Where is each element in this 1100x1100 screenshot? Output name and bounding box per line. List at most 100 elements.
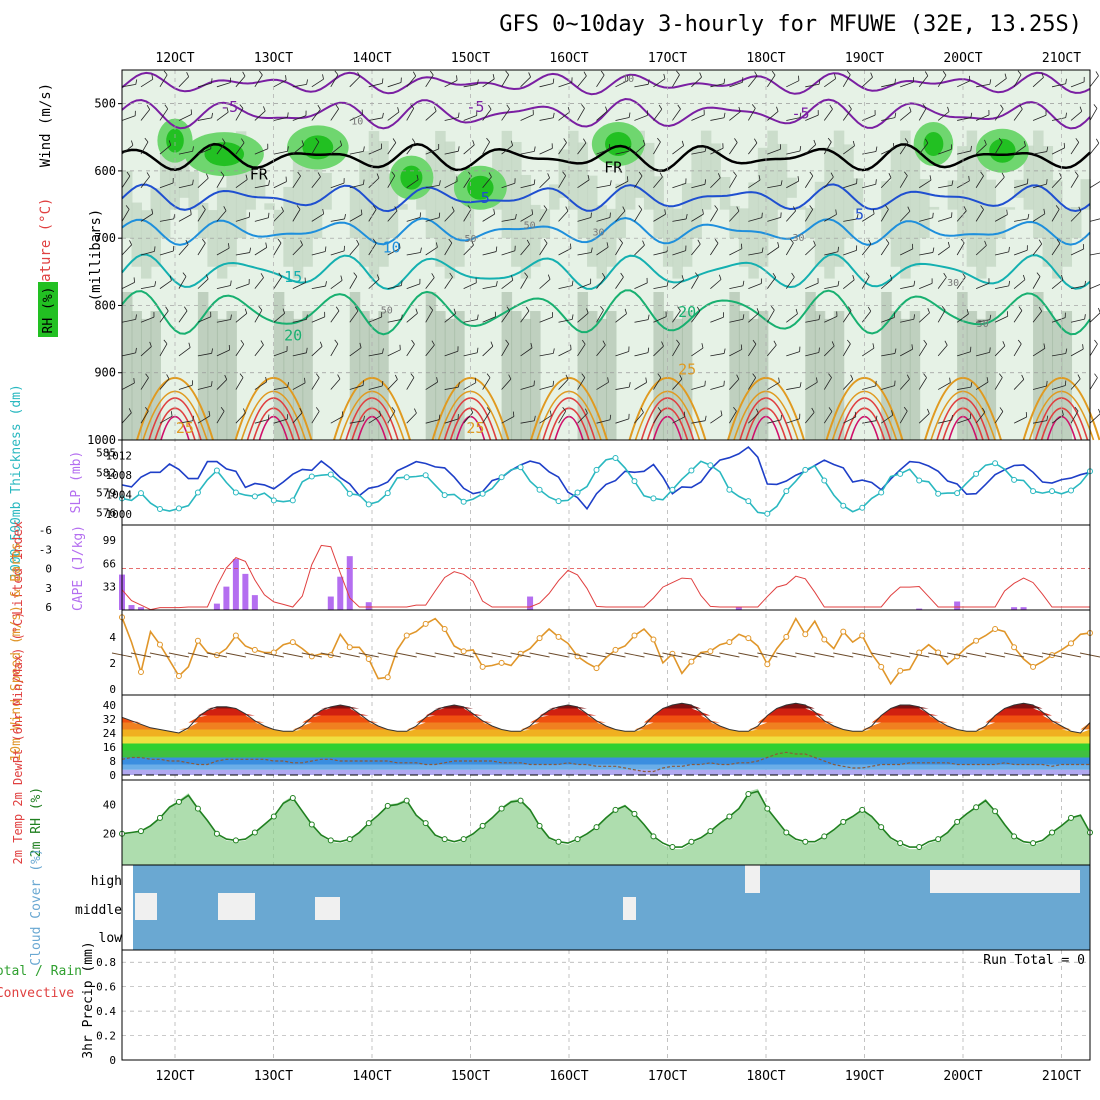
wind-barb: [729, 349, 742, 357]
wind-barb-flag: [268, 212, 270, 218]
wind-barb: [520, 76, 531, 88]
thickness-marker: [669, 486, 676, 493]
wind-barb: [330, 108, 339, 121]
wind-barb: [957, 150, 971, 155]
wind10m-barb: [358, 652, 379, 658]
wind-barb-flag: [929, 175, 932, 181]
rh-band-dark: [302, 311, 313, 440]
rh-band-dark: [444, 318, 456, 440]
wind-barb: [1051, 243, 1061, 256]
wind10m-speed-marker: [764, 661, 771, 668]
wind-barb: [634, 83, 649, 88]
wind-barb: [577, 283, 591, 290]
wind-barb-flag: [1036, 272, 1041, 277]
wind-barb-flag: [1065, 348, 1068, 354]
wind-barb-flag: [381, 380, 384, 387]
wind-barb: [634, 282, 648, 290]
rh2m-marker: [783, 829, 790, 836]
wind-barb: [216, 285, 231, 290]
temp2m-band: [122, 764, 1090, 770]
wind-barb-flag: [754, 71, 758, 77]
wind-barb: [330, 280, 343, 289]
wind-barb-flag: [837, 246, 839, 252]
thickness-marker: [441, 492, 448, 499]
wind-barb: [956, 80, 970, 88]
rh2m-marker: [270, 813, 277, 820]
rh2m-marker: [992, 808, 999, 815]
wind-barb: [710, 177, 721, 189]
rh-band-dark: [226, 311, 237, 440]
wind-barb-flag: [165, 306, 169, 312]
contour-label: -5: [220, 98, 238, 116]
wind-barb: [577, 75, 587, 88]
thickness-marker: [156, 506, 163, 513]
rh-band-dark: [662, 311, 674, 440]
wind-barb-flag: [205, 274, 209, 280]
rh-band-dark: [216, 318, 228, 440]
rh-band-dark: [454, 311, 465, 440]
wind-barb-flag: [583, 71, 587, 77]
wind-barb: [1089, 108, 1098, 121]
wind-barb-flag: [242, 71, 246, 77]
wind-barb: [387, 349, 401, 357]
wind-barb: [672, 145, 684, 155]
wind-barb: [1070, 175, 1079, 188]
wind-barb-flag: [998, 373, 1003, 378]
wind-barb: [539, 415, 552, 424]
wind-barb-flag: [875, 415, 878, 421]
wind-barb-flag: [260, 273, 264, 278]
wind-barb: [804, 209, 814, 222]
wind-barb-flag: [525, 306, 530, 312]
wind-barb-flag: [657, 137, 661, 143]
wind-barb-flag: [942, 70, 947, 76]
wind10m-speed-marker: [251, 646, 258, 653]
wind-barb-flag: [188, 342, 191, 348]
wind-barb: [824, 78, 836, 88]
temp-dome-contour: [924, 377, 1002, 441]
wind-barb: [577, 377, 586, 390]
cape-bar: [954, 601, 961, 610]
wind-barb: [558, 410, 567, 424]
upper-wind-barbs: [121, 70, 1100, 424]
wind-barb-flag: [322, 208, 325, 215]
wind-barb-flag: [281, 206, 284, 212]
cape-bar: [327, 596, 334, 610]
thickness-marker: [821, 477, 828, 484]
wind-barb-flag: [135, 314, 137, 320]
wind-barb: [710, 385, 724, 390]
wind-barb-flag: [904, 171, 908, 176]
wind10m-barb: [928, 652, 949, 658]
wind-barb: [311, 213, 324, 222]
wind-barb-flag: [322, 74, 324, 80]
rh-band-mid: [776, 143, 788, 210]
wind-barb-flag: [581, 104, 585, 109]
wind10m-speed-marker: [479, 663, 486, 670]
wind-barb: [710, 353, 725, 357]
wind-barb-flag: [471, 240, 474, 246]
rh2m-marker: [688, 838, 695, 845]
wind-barb: [1070, 248, 1084, 256]
cape-bar: [232, 559, 239, 610]
rh2m-line: [121, 790, 1091, 848]
wind-barb: [197, 278, 209, 289]
wind-barb-flag: [585, 408, 588, 414]
rh-band-dark: [985, 311, 997, 440]
wind-barb-flag: [510, 140, 514, 146]
wind-barb: [311, 285, 326, 290]
wind-barb: [1013, 379, 1025, 390]
wind-barb-flag: [799, 382, 802, 388]
wind-barb: [861, 243, 872, 256]
wind-barb-flag: [230, 280, 232, 286]
thickness-marker: [1068, 487, 1075, 494]
wind-barb: [1013, 310, 1023, 323]
wind-barb: [254, 344, 264, 357]
wind-barb: [273, 181, 287, 189]
wind-barb: [159, 218, 174, 222]
wind-barb: [539, 279, 551, 289]
wind-barb-flag: [809, 171, 814, 177]
wind-barb: [842, 343, 851, 357]
wind-barb-flag: [166, 374, 170, 380]
rh-band-mid: [235, 131, 247, 239]
wind-barb: [501, 279, 514, 289]
rh-band-mid: [881, 181, 892, 239]
